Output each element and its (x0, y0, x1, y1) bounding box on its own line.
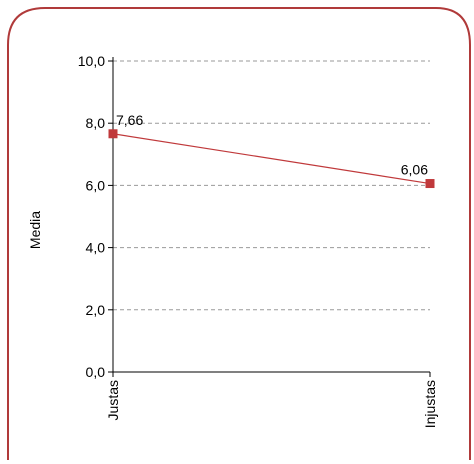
x-tick-label: Injustas (422, 380, 438, 428)
axes (108, 57, 431, 377)
y-tick-label: 10,0 (78, 53, 105, 69)
gridlines (113, 60, 430, 311)
y-axis-label: Media (27, 211, 43, 249)
y-tick-label: 8,0 (86, 115, 106, 131)
data-label: 7,66 (116, 112, 143, 128)
y-tick-labels: 0,0 2,0 4,0 6,0 8,0 10,0 (78, 53, 105, 380)
y-tick-label: 6,0 (86, 177, 106, 193)
x-tick-label: Justas (105, 380, 121, 420)
y-tick-label: 2,0 (86, 302, 106, 318)
data-label: 6,06 (401, 162, 428, 178)
series-line-0 (112, 133, 431, 185)
y-tick-label: 4,0 (86, 240, 106, 256)
y-tick-label: 0,0 (86, 364, 106, 380)
data-point (425, 179, 435, 189)
chart-frame (7, 7, 471, 460)
x-tick-labels: Justas Injustas (105, 380, 438, 428)
data-point (108, 129, 118, 139)
series-layer: 7,66 6,06 (108, 112, 435, 189)
